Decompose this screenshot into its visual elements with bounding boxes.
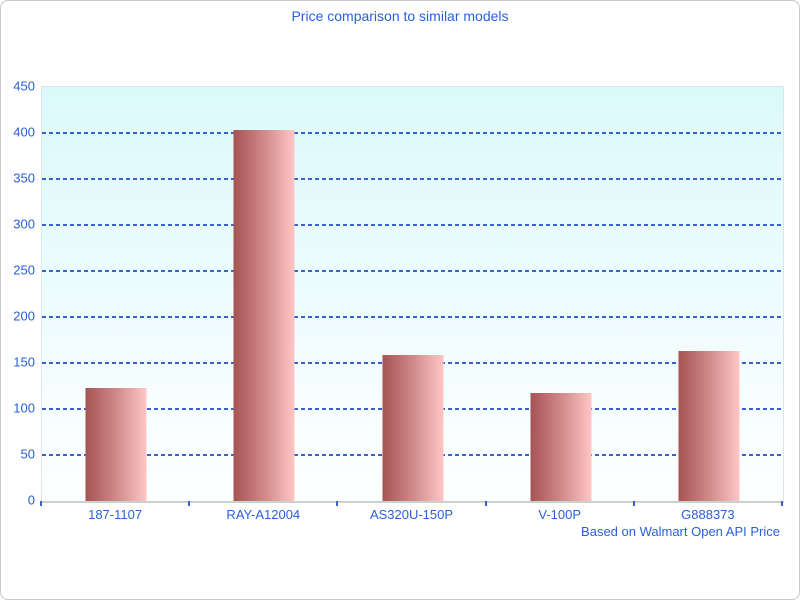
- y-axis-label-50: 50: [20, 446, 35, 462]
- y-axis-label-0: 0: [27, 492, 35, 508]
- gridline-350: [42, 178, 783, 180]
- x-axis-tick: [188, 501, 191, 506]
- y-axis-labels: 0 50 100 150 200 250 300 350 400 450: [1, 79, 35, 508]
- x-axis-label-RAY-A12004: RAY-A12004: [226, 507, 301, 522]
- x-axis-tick: [40, 501, 42, 506]
- bar-V-100P: [530, 393, 592, 501]
- plot-area: [41, 86, 784, 503]
- chart-title: Price comparison to similar models: [291, 8, 509, 24]
- x-axis-tick: [781, 501, 783, 506]
- y-axis-label-450: 450: [13, 78, 35, 94]
- x-axis-label-AS320U-150P: AS320U-150P: [369, 507, 454, 522]
- gridline-300: [42, 224, 783, 227]
- bar-187-1107: [85, 387, 147, 501]
- x-axis-label-187-1107: 187-1107: [88, 507, 143, 522]
- x-axis-labels: 187-1107 RAY-A12004 AS320U-150P V-100P G8883…: [41, 507, 782, 525]
- bar-AS320U-150P: [382, 354, 443, 501]
- y-axis-label-100: 100: [13, 400, 35, 416]
- x-axis-tick: [632, 501, 635, 506]
- x-axis-tick: [336, 501, 339, 506]
- x-axis-tick: [484, 501, 487, 506]
- y-axis-label-250: 250: [13, 262, 35, 278]
- y-axis-label-400: 400: [13, 124, 35, 140]
- bar-G888373: [678, 351, 740, 501]
- x-axis-label-G888373: G888373: [681, 507, 735, 522]
- gridline-400: [42, 132, 783, 134]
- y-axis-label-200: 200: [13, 308, 35, 324]
- y-axis-label-300: 300: [13, 216, 35, 232]
- bar-RAY-A12004: [233, 130, 295, 501]
- gridline-200: [42, 316, 783, 318]
- y-axis-label-350: 350: [13, 170, 35, 186]
- source-caption: Based on Walmart Open API Price: [581, 524, 780, 539]
- y-axis-label-150: 150: [13, 354, 35, 370]
- gridline-250: [42, 270, 783, 272]
- x-axis-ticks: [40, 501, 783, 507]
- x-axis-label-V-100P: V-100P: [538, 507, 582, 522]
